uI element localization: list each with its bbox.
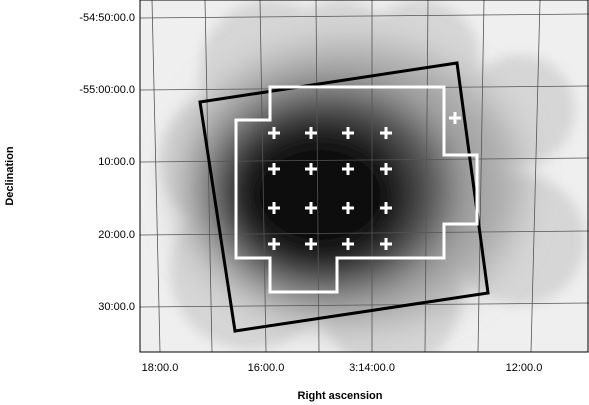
pointings [268, 112, 461, 250]
pointing-cross [449, 112, 461, 124]
pointing-cross [342, 238, 354, 250]
pointing-cross [380, 202, 392, 214]
pointing-cross [380, 127, 392, 139]
pointing-cross [268, 127, 280, 139]
survey-footprint [198, 61, 490, 333]
x-tick-label: 12:00.0 [506, 362, 543, 374]
pointing-cross [380, 238, 392, 250]
y-tick-label: 20:00.0 [98, 229, 135, 241]
pointing-cross [305, 163, 317, 175]
pointing-cross [342, 127, 354, 139]
y-axis-title: Declination [4, 146, 16, 206]
plot-frame [139, 0, 589, 353]
pointing-cross [268, 202, 280, 214]
pointing-cross [342, 202, 354, 214]
x-axis-title: Right ascension [298, 390, 383, 402]
pointing-cross [342, 163, 354, 175]
x-tick-label: 16:00.0 [248, 362, 285, 374]
coverage-outline [234, 85, 479, 294]
y-tick-label: 10:00.0 [98, 156, 135, 168]
y-tick-label: -55:00:00.0 [79, 84, 135, 96]
y-tick-label: 30:00.0 [98, 301, 135, 313]
pointing-cross [305, 238, 317, 250]
sky-image [140, 0, 589, 352]
pointing-cross [305, 202, 317, 214]
x-tick-label: 18:00.0 [142, 362, 179, 374]
x-tick-label: 3:14:00.0 [349, 362, 395, 374]
pointing-cross [268, 238, 280, 250]
pointing-cross [305, 127, 317, 139]
pointing-cross [268, 163, 280, 175]
pointing-cross [380, 163, 392, 175]
y-tick-label: -54:50:00.0 [79, 12, 135, 24]
